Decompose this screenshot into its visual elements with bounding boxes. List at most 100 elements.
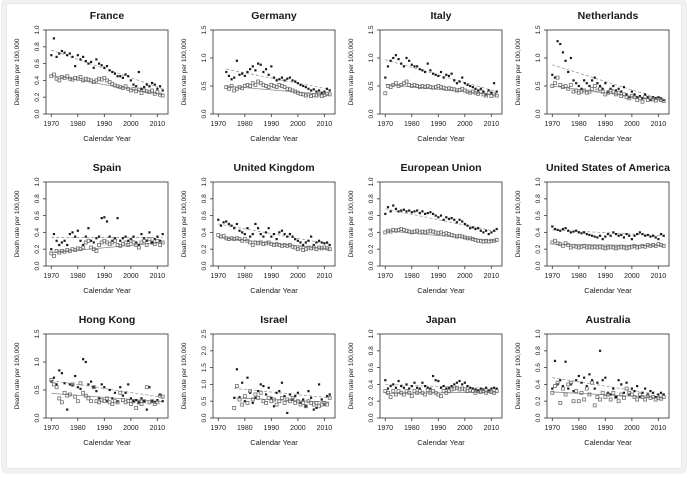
y-tick-label: 0.2 [201,244,208,253]
data-point-filled [551,73,554,76]
y-tick-label: 0.5 [535,81,542,90]
x-tick-label: 1990 [431,121,447,128]
data-point-filled [593,76,596,79]
data-point-filled [426,386,429,389]
data-point-open [52,254,56,258]
data-point-open [234,384,239,388]
data-point-filled [617,234,620,237]
data-point-open [49,251,54,256]
trend-line-lower-open [51,242,163,253]
chart-title: Italy [430,10,451,22]
data-point-open [582,397,587,402]
data-point-filled [238,73,241,76]
data-point-filled [636,96,639,99]
data-point-filled [622,236,626,239]
data-point-open [152,242,157,247]
data-point-open [592,403,597,408]
data-point-open [624,386,629,391]
data-point-filled [646,96,649,99]
data-point-open [277,399,282,404]
trend-line-upper-filled [51,380,163,398]
data-point-open [221,233,226,238]
data-point-filled [583,79,586,82]
data-point-filled [659,232,663,236]
data-point-filled [482,231,485,234]
data-point-filled [601,238,604,241]
data-point-filled [402,386,405,389]
data-point-open [91,385,96,390]
data-point-open [144,243,149,247]
y-tick-label: 0.0 [201,413,208,422]
data-point-filled [249,68,252,71]
data-point-filled [304,405,307,408]
data-point-open [128,402,133,406]
chart-svg-italy: Italy 0.0 0.5 1.0 1.5 1970 1980 1990 2000 2010 Dea… [348,10,503,143]
data-point-filled [256,390,260,393]
y-tick-label: 0.0 [368,261,375,270]
data-point-filled [294,238,297,241]
data-point-filled [408,59,411,62]
x-tick-label: 1970 [378,425,394,432]
data-point-open [590,86,594,91]
data-point-open [62,390,67,395]
data-point-filled [628,234,631,237]
data-point-open [409,394,414,399]
data-point-open [571,399,576,404]
data-point-filled [447,386,451,389]
data-point-filled [461,383,464,386]
data-point-filled [294,80,297,83]
data-point-open [566,86,571,91]
data-point-filled [105,65,109,68]
y-tick-label: 0.0 [201,261,208,270]
data-point-filled [431,212,435,216]
data-point-filled [567,70,570,74]
y-tick-label: 0.2 [368,396,375,405]
data-point-filled [82,358,85,361]
data-point-filled [590,234,594,237]
data-point-open [494,93,499,98]
data-point-filled [386,387,390,390]
data-point-filled [416,209,419,212]
data-point-open [563,84,568,88]
data-point-filled [585,82,588,85]
data-point-open [139,402,144,406]
data-point-open [253,82,258,87]
data-point-open [651,395,655,399]
data-point-filled [455,221,459,224]
x-tick-label: 1980 [70,273,86,280]
x-tick-label: 1980 [571,273,587,280]
plot-box [546,181,670,267]
data-point-filled [492,386,496,389]
data-point-open [587,89,592,94]
series-lower-open [383,385,499,399]
data-point-filled [143,86,146,89]
series-lower-open [49,237,165,258]
data-point-filled [461,220,464,223]
x-tick-label: 2010 [651,425,667,432]
series-lower-open [49,378,165,410]
data-point-open [144,385,149,390]
data-point-open [553,384,557,388]
plot-box [379,333,503,419]
data-point-filled [654,236,657,239]
data-point-filled [156,235,159,238]
data-point-filled [150,400,154,403]
data-point-filled [150,241,154,244]
data-point-filled [161,232,164,236]
data-point-filled [614,89,618,92]
data-point-filled [79,239,82,242]
data-point-filled [553,359,557,362]
data-point-filled [397,379,400,383]
plot-box [212,181,336,267]
data-point-open [327,247,332,252]
x-axis-label: Calendar Year [417,134,465,143]
data-point-open [574,88,579,93]
data-point-open [136,87,141,92]
data-point-filled [150,81,154,85]
data-point-open [325,402,329,407]
data-point-filled [233,227,236,230]
data-point-filled [434,73,437,76]
data-point-filled [92,241,95,244]
data-point-open [150,399,154,404]
data-point-filled [262,384,265,388]
